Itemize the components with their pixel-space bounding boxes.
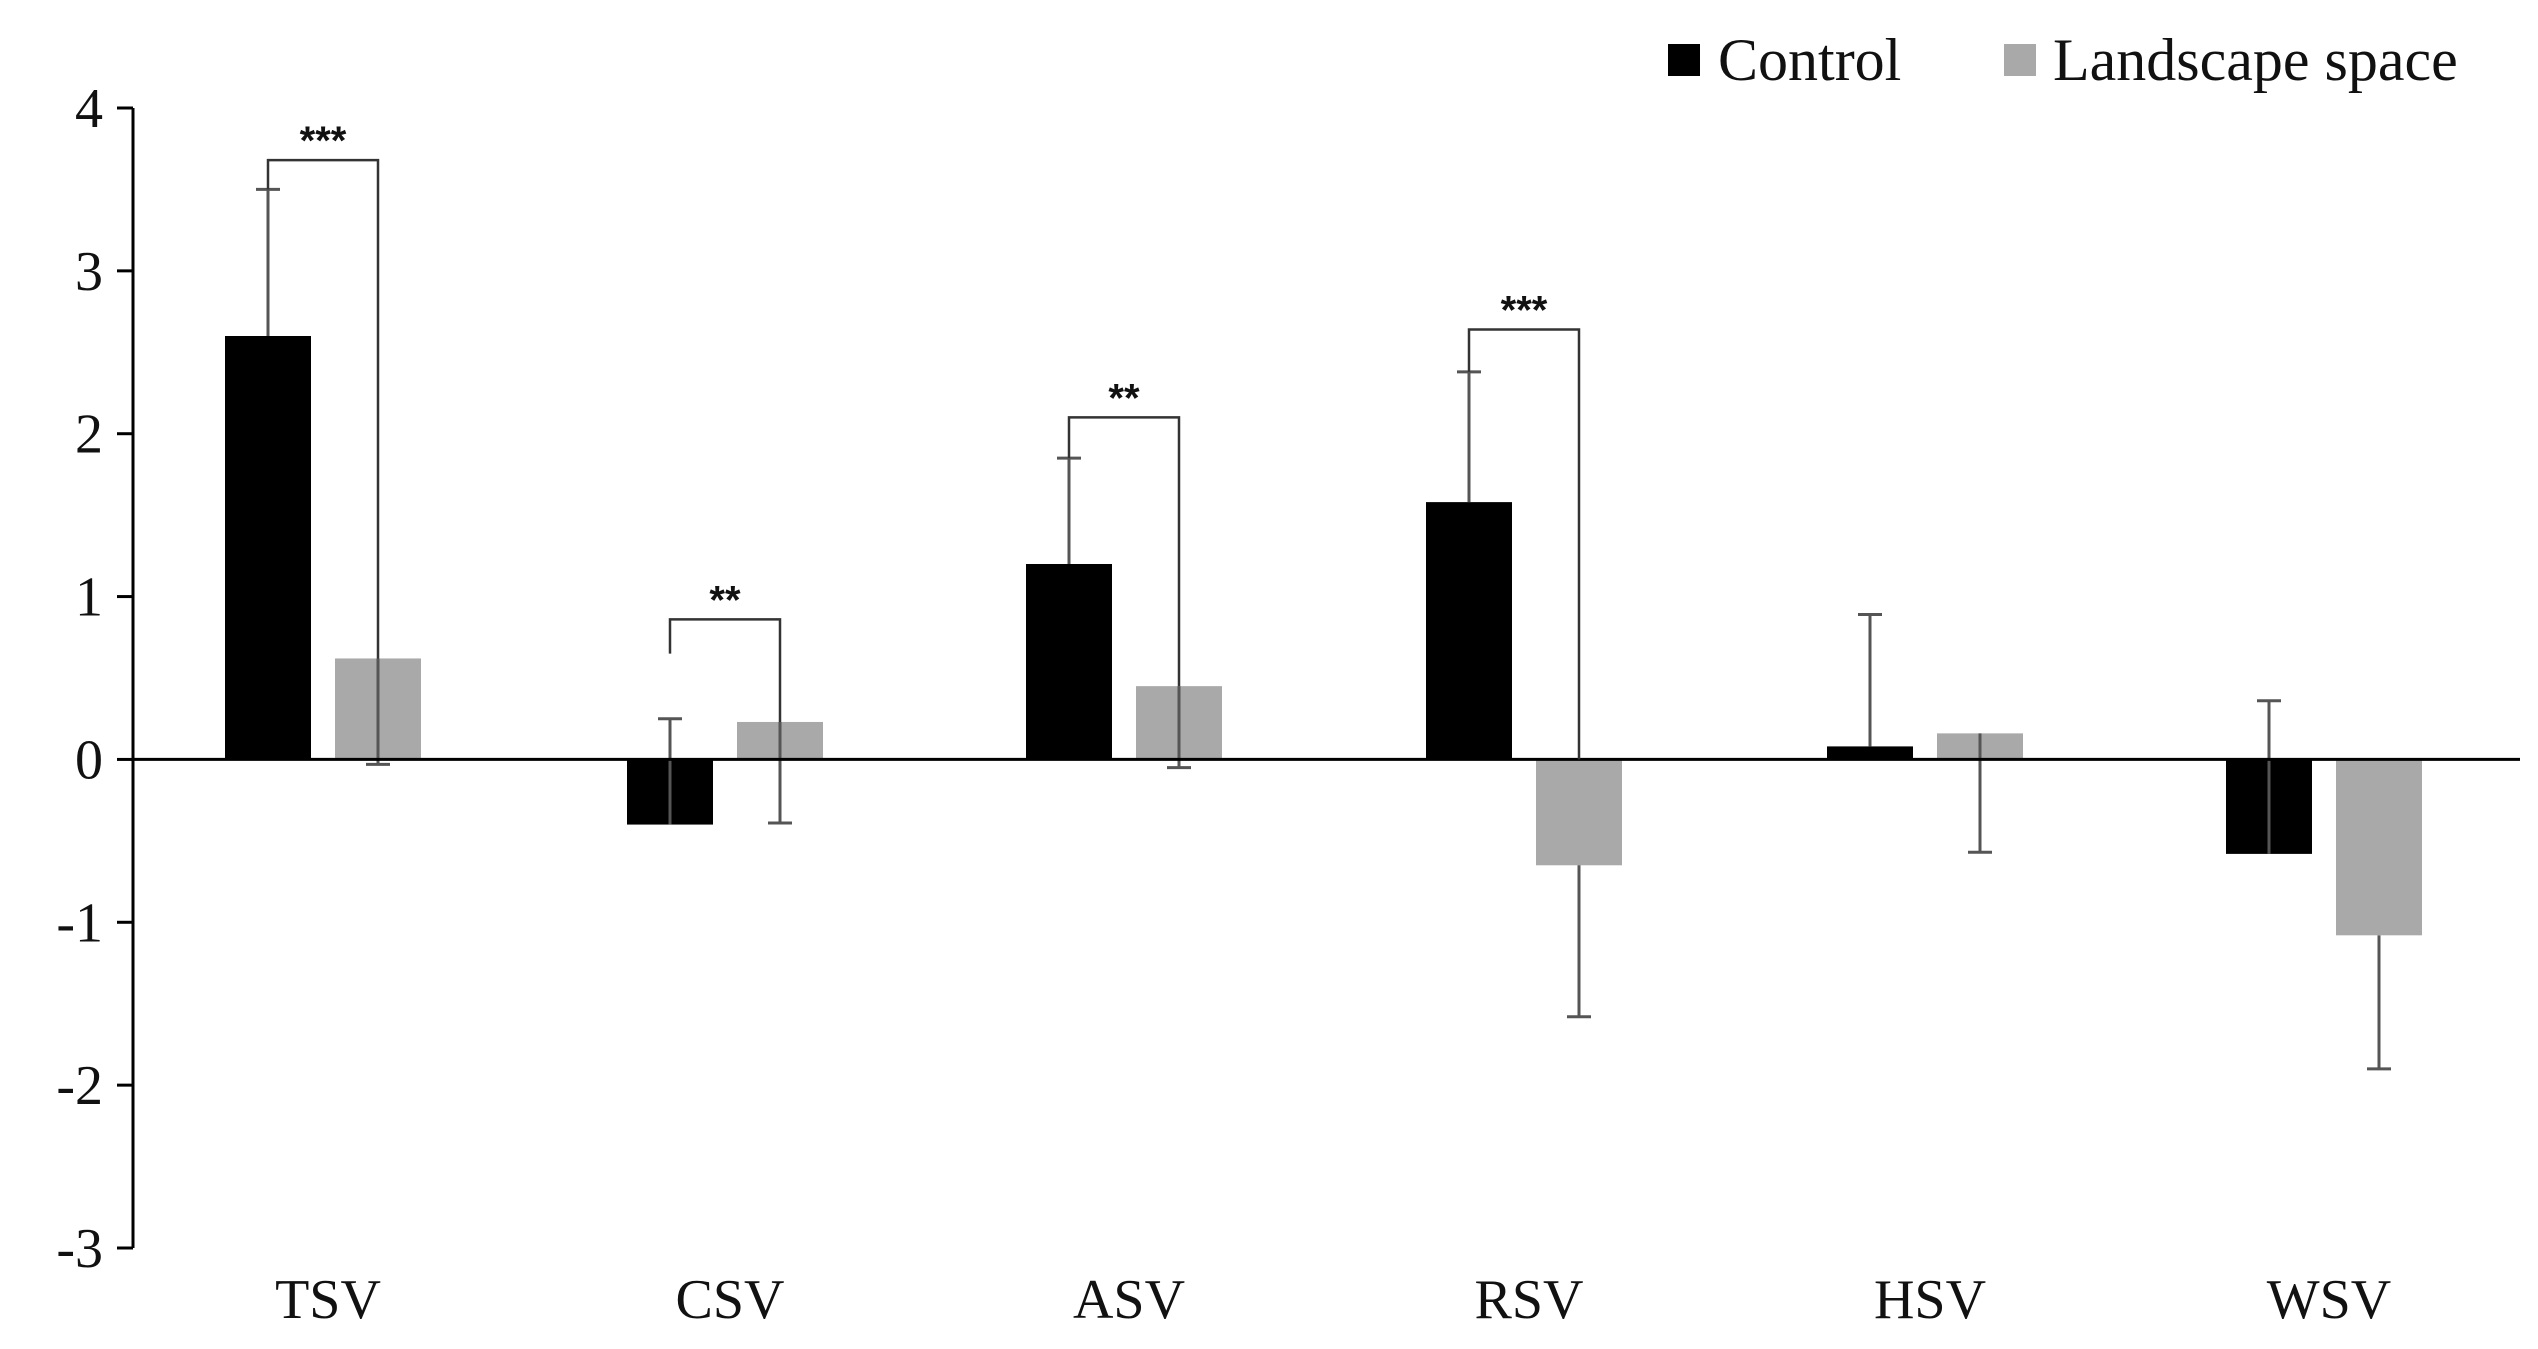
significance-brackets: ********** xyxy=(266,119,1581,760)
significance-label-tsv: *** xyxy=(300,119,347,163)
y-tick-label: -2 xyxy=(56,1055,103,1117)
x-label-csv: CSV xyxy=(676,1269,785,1331)
x-label-asv: ASV xyxy=(1073,1269,1185,1331)
y-tick-label: -3 xyxy=(56,1218,103,1280)
significance-bracket-tsv xyxy=(266,158,380,659)
legend-label-landscape-space: Landscape space xyxy=(2053,27,2458,93)
y-tick-label: 1 xyxy=(75,567,103,629)
significance-bracket-rsv xyxy=(1467,328,1581,760)
bar-rsv-control xyxy=(1426,502,1512,760)
x-label-wsv: WSV xyxy=(2267,1269,2391,1331)
significance-label-csv: ** xyxy=(709,578,741,622)
legend-label-control: Control xyxy=(1718,27,1901,93)
x-category-labels: TSV CSV ASV RSV HSV WSV xyxy=(275,1269,2391,1331)
significance-bracket-csv xyxy=(668,618,782,722)
significance-label-rsv: *** xyxy=(1501,288,1548,332)
bar-hsv-control xyxy=(1827,746,1913,760)
bars xyxy=(225,336,2422,936)
bar-tsv-control xyxy=(225,336,311,760)
x-label-hsv: HSV xyxy=(1874,1269,1986,1331)
error-bars xyxy=(256,187,2391,1071)
x-label-tsv: TSV xyxy=(275,1269,381,1331)
y-tick-label: 2 xyxy=(75,404,103,466)
bar-wsv-landscape-space xyxy=(2336,759,2422,936)
y-axis: 4 3 2 1 0 -1 -2 -3 xyxy=(56,78,135,1280)
legend: Control Landscape space xyxy=(1668,27,2458,93)
significance-label-asv: ** xyxy=(1108,376,1140,420)
x-label-rsv: RSV xyxy=(1475,1269,1584,1331)
y-tick-label: 3 xyxy=(75,241,103,303)
significance-bracket-asv xyxy=(1067,416,1181,687)
legend-swatch-landscape-space xyxy=(2004,44,2036,76)
legend-swatch-control xyxy=(1668,44,1700,76)
bar-rsv-landscape-space xyxy=(1536,759,1622,866)
bar-asv-control xyxy=(1026,564,1112,760)
y-tick-label: 0 xyxy=(75,729,103,791)
y-tick-label: 4 xyxy=(75,78,103,140)
y-tick-label: -1 xyxy=(56,892,103,954)
